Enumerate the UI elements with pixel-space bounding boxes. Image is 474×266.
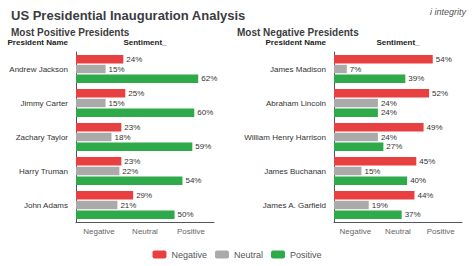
svg-text:James Buchanan: James Buchanan xyxy=(264,167,326,176)
svg-text:Most Positive Presidents: Most Positive Presidents xyxy=(11,27,130,38)
svg-text:i integrity: i integrity xyxy=(430,7,467,17)
svg-text:24%: 24% xyxy=(381,99,397,108)
svg-text:15%: 15% xyxy=(364,167,380,176)
svg-text:62%: 62% xyxy=(201,74,217,83)
svg-text:54%: 54% xyxy=(436,55,452,64)
svg-text:Neutral: Neutral xyxy=(385,227,411,236)
svg-text:Andrew Jackson: Andrew Jackson xyxy=(9,65,68,74)
svg-text:40%: 40% xyxy=(410,176,426,185)
svg-text:Sentiment_: Sentiment_ xyxy=(123,38,167,47)
svg-text:15%: 15% xyxy=(109,65,125,74)
svg-text:45%: 45% xyxy=(419,157,435,166)
svg-text:Positive: Positive xyxy=(290,250,322,260)
svg-text:Negative: Negative xyxy=(83,227,115,236)
svg-text:24%: 24% xyxy=(381,108,397,117)
svg-text:49%: 49% xyxy=(427,123,443,132)
svg-text:52%: 52% xyxy=(432,89,448,98)
svg-text:Most Negative Presidents: Most Negative Presidents xyxy=(237,27,359,38)
svg-text:Negative: Negative xyxy=(340,227,372,236)
svg-text:25%: 25% xyxy=(128,89,144,98)
svg-text:18%: 18% xyxy=(114,133,130,142)
svg-text:US Presidential Inauguration A: US Presidential Inauguration Analysis xyxy=(11,8,245,23)
svg-text:39%: 39% xyxy=(408,74,424,83)
svg-text:60%: 60% xyxy=(197,108,213,117)
svg-text:Jimmy Carter: Jimmy Carter xyxy=(20,99,68,108)
svg-text:21%: 21% xyxy=(120,201,136,210)
svg-text:Zachary Taylor: Zachary Taylor xyxy=(16,133,69,142)
svg-text:Neutral: Neutral xyxy=(132,227,158,236)
svg-text:27%: 27% xyxy=(386,142,402,151)
svg-text:John Adams: John Adams xyxy=(24,201,68,210)
svg-text:Sentiment_: Sentiment_ xyxy=(376,38,420,47)
svg-text:23%: 23% xyxy=(124,157,140,166)
svg-text:Abraham Lincoln: Abraham Lincoln xyxy=(266,99,326,108)
svg-text:Negative: Negative xyxy=(171,250,207,260)
svg-text:29%: 29% xyxy=(136,191,152,200)
svg-text:22%: 22% xyxy=(122,167,138,176)
svg-text:44%: 44% xyxy=(417,191,433,200)
svg-text:William Henry Harrison: William Henry Harrison xyxy=(244,133,326,142)
svg-text:Harry Truman: Harry Truman xyxy=(19,167,68,176)
svg-text:James Madison: James Madison xyxy=(270,65,326,74)
svg-text:President Name: President Name xyxy=(8,38,69,47)
svg-text:24%: 24% xyxy=(126,55,142,64)
svg-text:19%: 19% xyxy=(372,201,388,210)
svg-text:7%: 7% xyxy=(350,65,362,74)
svg-text:24%: 24% xyxy=(381,133,397,142)
svg-text:50%: 50% xyxy=(178,210,194,219)
svg-text:54%: 54% xyxy=(185,176,201,185)
svg-text:15%: 15% xyxy=(109,99,125,108)
svg-text:23%: 23% xyxy=(124,123,140,132)
svg-text:59%: 59% xyxy=(195,142,211,151)
svg-text:Neutral: Neutral xyxy=(234,250,263,260)
svg-text:Positive: Positive xyxy=(427,227,456,236)
svg-text:37%: 37% xyxy=(405,210,421,219)
svg-text:President Name: President Name xyxy=(266,38,327,47)
svg-text:James A. Garfield: James A. Garfield xyxy=(263,201,326,210)
svg-text:Positive: Positive xyxy=(177,227,206,236)
